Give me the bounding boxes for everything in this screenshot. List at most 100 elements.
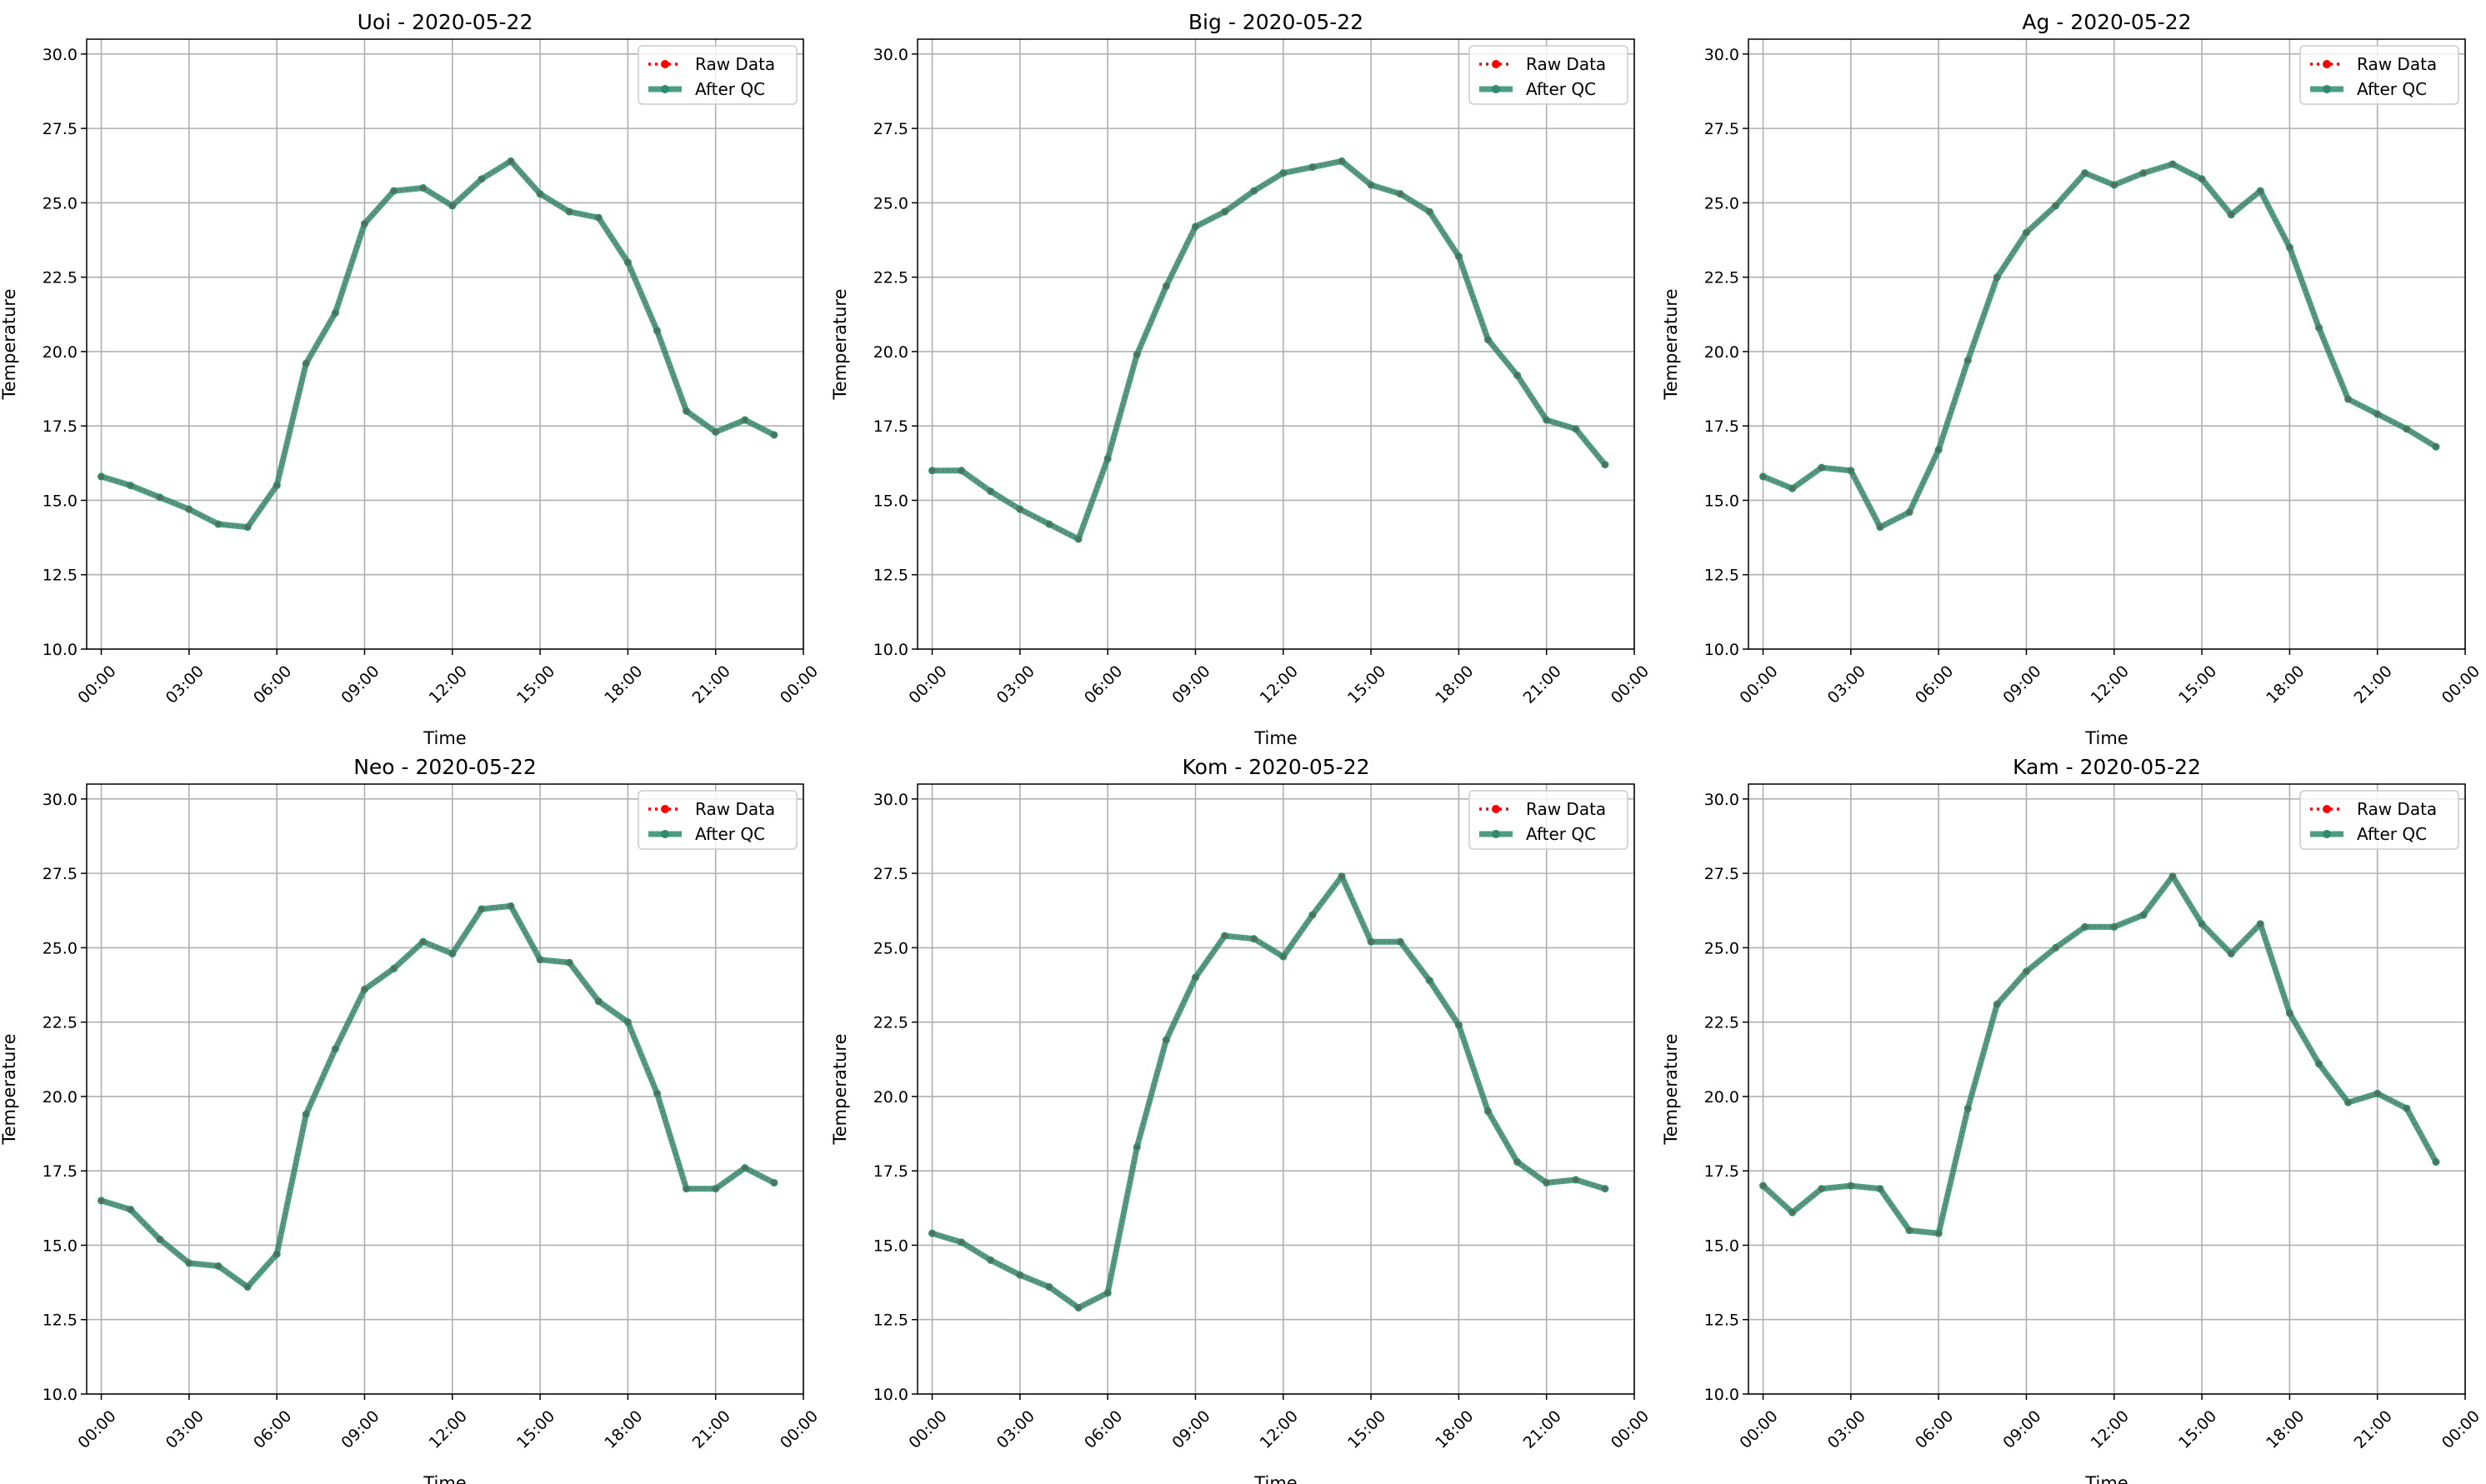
x-tick-label: 03:00 xyxy=(1824,662,1869,707)
point-after-qc xyxy=(390,187,398,195)
point-after-qc xyxy=(1279,952,1288,961)
point-raw-data xyxy=(158,1237,162,1242)
point-raw-data xyxy=(1281,171,1285,175)
point-raw-data xyxy=(626,260,630,265)
point-after-qc xyxy=(1905,1227,1913,1235)
y-tick-label: 27.5 xyxy=(43,865,78,883)
point-raw-data xyxy=(538,192,543,196)
point-raw-data xyxy=(2375,412,2379,417)
x-tick-label: 15:00 xyxy=(2175,662,2220,707)
legend-qc-marker xyxy=(2323,85,2331,93)
point-after-qc xyxy=(1045,1282,1053,1291)
legend-raw-label: Raw Data xyxy=(695,54,775,74)
point-after-qc xyxy=(1191,973,1199,982)
x-tick-label: 00:00 xyxy=(2438,662,2483,707)
x-tick-label: 09:00 xyxy=(338,1407,383,1452)
x-tick-label: 12:00 xyxy=(1257,662,1302,707)
y-tick-label: 27.5 xyxy=(873,865,908,883)
x-tick-label: 12:00 xyxy=(426,662,471,707)
point-raw-data xyxy=(450,203,454,208)
point-after-qc xyxy=(156,1235,164,1243)
x-axis-label: Time xyxy=(2084,1473,2128,1484)
x-tick-label: 06:00 xyxy=(1081,1407,1126,1452)
point-after-qc xyxy=(1454,252,1463,261)
y-tick-label: 30.0 xyxy=(873,791,908,809)
point-raw-data xyxy=(1995,275,1999,279)
point-raw-data xyxy=(304,1112,308,1117)
y-tick-label: 12.5 xyxy=(873,1312,908,1330)
y-tick-label: 22.5 xyxy=(873,1014,908,1032)
point-raw-data xyxy=(1936,447,1941,452)
series-line-raw-data xyxy=(932,874,1606,1309)
point-raw-data xyxy=(2404,1107,2408,1111)
point-raw-data xyxy=(567,209,572,214)
y-axis-label: Temperature xyxy=(1661,288,1681,400)
point-raw-data xyxy=(1761,1183,1765,1188)
x-tick-label: 03:00 xyxy=(163,662,208,707)
y-tick-label: 30.0 xyxy=(1704,791,1739,809)
x-tick-label: 00:00 xyxy=(777,1407,822,1452)
point-after-qc xyxy=(1279,169,1288,177)
x-tick-label: 12:00 xyxy=(2088,662,2133,707)
x-axis-label: Time xyxy=(1253,1473,1297,1484)
legend-raw-label: Raw Data xyxy=(2357,54,2437,74)
point-raw-data xyxy=(1995,1002,1999,1007)
x-tick-label: 18:00 xyxy=(1432,662,1477,707)
y-tick-label: 20.0 xyxy=(1704,1088,1739,1107)
y-tick-label: 10.0 xyxy=(43,641,78,659)
y-tick-label: 22.5 xyxy=(1704,1014,1739,1032)
x-tick-label: 09:00 xyxy=(1999,1407,2044,1452)
point-raw-data xyxy=(2112,925,2116,929)
point-after-qc xyxy=(2168,872,2177,881)
y-tick-label: 25.0 xyxy=(43,939,78,957)
x-axis-label: Time xyxy=(2084,728,2128,748)
point-after-qc xyxy=(1016,505,1024,513)
point-raw-data xyxy=(392,188,396,193)
y-tick-label: 20.0 xyxy=(873,1088,908,1107)
series-line-after-qc xyxy=(1762,161,2438,531)
point-after-qc xyxy=(214,520,223,528)
x-tick-label: 21:00 xyxy=(689,1407,734,1452)
series-line-after-qc xyxy=(100,902,776,1290)
point-raw-data xyxy=(1310,165,1315,169)
x-tick-label: 18:00 xyxy=(2263,1407,2308,1452)
y-tick-label: 30.0 xyxy=(43,791,78,809)
point-raw-data xyxy=(930,1231,934,1236)
chart-panel: 10.0 12.5 15.0 17.5 20.0 22.5 25.0 27.5 30.0 00:0… xyxy=(1661,10,2483,748)
point-after-qc xyxy=(1934,446,1943,454)
point-after-qc xyxy=(1847,467,1855,475)
point-after-qc xyxy=(156,493,164,502)
y-tick-label: 27.5 xyxy=(873,120,908,138)
x-tick-label: 15:00 xyxy=(513,1407,558,1452)
x-tick-label: 00:00 xyxy=(1736,662,1781,707)
x-tick-label: 18:00 xyxy=(2263,662,2308,707)
point-raw-data xyxy=(245,525,250,529)
x-axis-label: Time xyxy=(1253,728,1297,748)
point-after-qc xyxy=(1103,1289,1112,1297)
axes-frame xyxy=(86,38,804,650)
point-after-qc xyxy=(1338,157,1346,165)
point-after-qc xyxy=(1367,181,1375,189)
point-after-qc xyxy=(127,482,135,490)
point-raw-data xyxy=(2228,952,2233,956)
point-raw-data xyxy=(1790,1210,1794,1215)
x-tick-label: 18:00 xyxy=(601,662,646,707)
point-raw-data xyxy=(363,222,367,226)
point-after-qc xyxy=(770,1178,778,1187)
y-tick-label: 22.5 xyxy=(43,269,78,287)
point-after-qc xyxy=(1876,1185,1884,1193)
point-raw-data xyxy=(479,177,484,182)
legend-qc-marker xyxy=(1492,830,1500,838)
point-after-qc xyxy=(1250,935,1258,943)
point-raw-data xyxy=(1603,1187,1608,1191)
point-raw-data xyxy=(2141,912,2146,917)
point-after-qc xyxy=(1133,1143,1141,1152)
x-tick-label: 00:00 xyxy=(1608,1407,1653,1452)
point-raw-data xyxy=(1790,486,1794,491)
y-tick-label: 12.5 xyxy=(1704,567,1739,585)
point-after-qc xyxy=(1191,222,1199,231)
legend-qc-label: After QC xyxy=(695,824,765,844)
x-tick-label: 06:00 xyxy=(1912,1407,1957,1452)
point-raw-data xyxy=(2083,171,2087,175)
point-after-qc xyxy=(1572,1176,1580,1184)
